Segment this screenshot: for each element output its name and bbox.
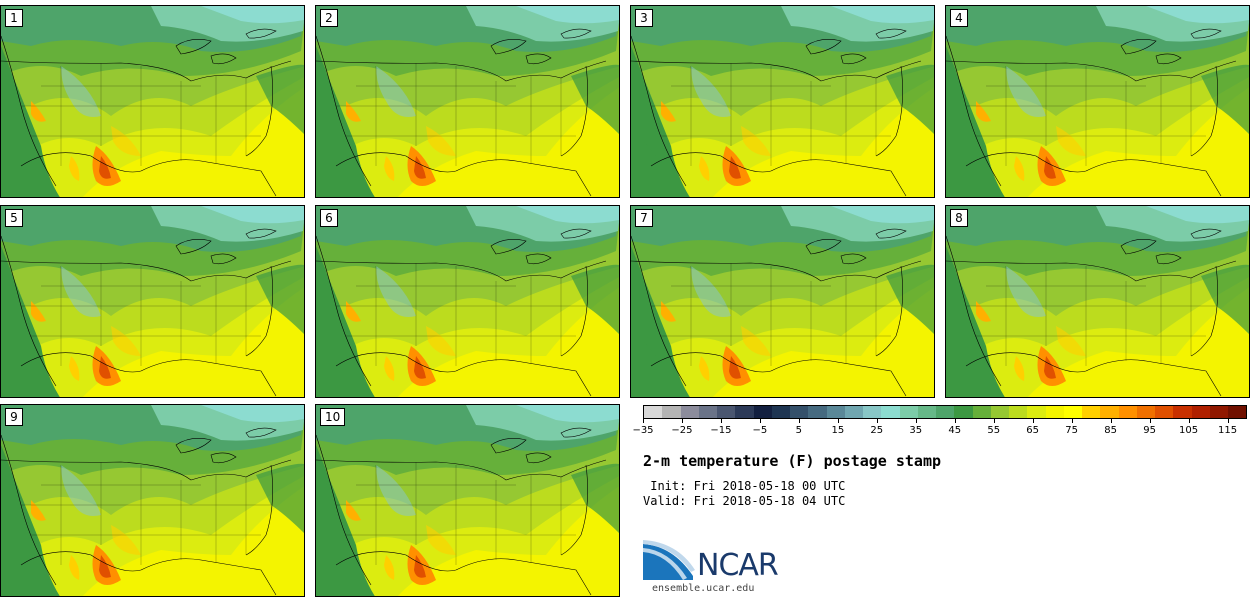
colorbar-tick-label: 25 xyxy=(870,425,884,436)
map-panel-7: 7 xyxy=(630,205,935,398)
ncar-logo-icon xyxy=(643,540,695,580)
colorbar-tick xyxy=(1110,419,1112,423)
colorbar-tick xyxy=(759,419,761,423)
colorbar-tick xyxy=(954,419,956,423)
colorbar-swatch xyxy=(644,406,663,418)
colorbar-tick-label: −15 xyxy=(710,425,732,436)
colorbar-swatch xyxy=(844,406,863,418)
colorbar-tick xyxy=(720,419,722,423)
valid-time: Valid: Fri 2018-05-18 04 UTC xyxy=(643,494,846,508)
colorbar-tick xyxy=(837,419,839,423)
colorbar-swatch xyxy=(1027,406,1046,418)
map-panel-5: 5 xyxy=(0,205,305,398)
colorbar-swatch xyxy=(698,406,717,418)
colorbar-tick xyxy=(643,419,644,423)
colorbar-swatch xyxy=(1045,406,1064,418)
colorbar-tick-label: 95 xyxy=(1143,425,1156,436)
colorbar-swatch xyxy=(1191,406,1210,418)
colorbar-swatch xyxy=(662,406,681,418)
colorbar-swatch xyxy=(735,406,754,418)
colorbar-tick-label: 65 xyxy=(1026,425,1040,436)
colorbar-swatch xyxy=(1009,406,1028,418)
colorbar-tick xyxy=(1188,419,1190,423)
footer-url: ensemble.ucar.edu xyxy=(652,583,755,594)
plot-title: 2-m temperature (F) postage stamp xyxy=(643,452,942,470)
colorbar-swatch xyxy=(1100,406,1119,418)
map-panel-4: 4 xyxy=(945,5,1250,198)
colorbar-tick-label: 105 xyxy=(1179,425,1199,436)
temperature-colorbar xyxy=(643,405,1247,419)
colorbar-tick xyxy=(1071,419,1073,423)
panel-number-label: 1 xyxy=(5,9,23,27)
colorbar-swatch xyxy=(808,406,827,418)
colorbar-swatch xyxy=(954,406,973,418)
colorbar-swatch xyxy=(881,406,900,418)
colorbar-swatch xyxy=(826,406,845,418)
colorbar-tick-label: −25 xyxy=(671,425,693,436)
colorbar-swatch xyxy=(680,406,699,418)
colorbar-tick-label: 35 xyxy=(909,425,923,436)
panel-number-label: 7 xyxy=(635,209,653,227)
colorbar-swatch xyxy=(917,406,936,418)
colorbar-swatch xyxy=(1209,406,1228,418)
colorbar-tick xyxy=(876,419,878,423)
colorbar-tick xyxy=(798,419,800,423)
colorbar-swatch xyxy=(899,406,918,418)
colorbar-tick xyxy=(1149,419,1151,423)
colorbar-tick xyxy=(681,419,683,423)
map-panel-6: 6 xyxy=(315,205,620,398)
colorbar-tick-label: −35 xyxy=(632,425,654,436)
map-panel-2: 2 xyxy=(315,5,620,198)
map-panel-8: 8 xyxy=(945,205,1250,398)
colorbar-swatch xyxy=(790,406,809,418)
map-panel-1: 1 xyxy=(0,5,305,198)
colorbar-swatch xyxy=(1136,406,1155,418)
colorbar-swatch xyxy=(1155,406,1174,418)
colorbar-tick-label: 55 xyxy=(987,425,1001,436)
colorbar-swatch xyxy=(1173,406,1192,418)
ncar-logo-text: NCAR xyxy=(697,548,779,583)
colorbar-tick-label: 75 xyxy=(1065,425,1079,436)
colorbar-tick-label: −5 xyxy=(752,425,768,436)
colorbar-swatch xyxy=(1063,406,1082,418)
panel-number-label: 2 xyxy=(320,9,338,27)
colorbar-tick xyxy=(915,419,917,423)
colorbar-tick-label: 85 xyxy=(1104,425,1117,436)
colorbar-swatch xyxy=(717,406,736,418)
colorbar-tick xyxy=(1227,419,1229,423)
colorbar-tick xyxy=(993,419,995,423)
colorbar-swatch xyxy=(936,406,955,418)
map-panel-3: 3 xyxy=(630,5,935,198)
colorbar-swatch xyxy=(753,406,772,418)
colorbar-swatch xyxy=(972,406,991,418)
panel-number-label: 5 xyxy=(5,209,23,227)
map-panel-10: 10 xyxy=(315,404,620,597)
colorbar-swatch xyxy=(1082,406,1101,418)
colorbar-swatch xyxy=(863,406,882,418)
colorbar-tick-label: 45 xyxy=(948,425,962,436)
colorbar-swatch xyxy=(1228,406,1247,418)
map-panel-9: 9 xyxy=(0,404,305,597)
colorbar-tick xyxy=(1032,419,1034,423)
colorbar-tick-label: 15 xyxy=(831,425,845,436)
panel-number-label: 9 xyxy=(5,408,23,426)
colorbar-swatch xyxy=(1118,406,1137,418)
colorbar-tick-label: 115 xyxy=(1217,425,1238,436)
colorbar-tick-label: 5 xyxy=(795,425,803,436)
colorbar-swatch xyxy=(990,406,1009,418)
panel-number-label: 6 xyxy=(320,209,338,227)
init-time: Init: Fri 2018-05-18 00 UTC xyxy=(643,479,846,493)
panel-number-label: 4 xyxy=(950,9,968,27)
colorbar-swatch xyxy=(771,406,790,418)
panel-number-label: 10 xyxy=(320,408,346,426)
panel-number-label: 3 xyxy=(635,9,653,27)
panel-number-label: 8 xyxy=(950,209,968,227)
colorbar-tick-labels: −35 −25 −15 −5 5 15 25 35 45 55 65 75 85 95 105 115 xyxy=(632,419,1247,439)
